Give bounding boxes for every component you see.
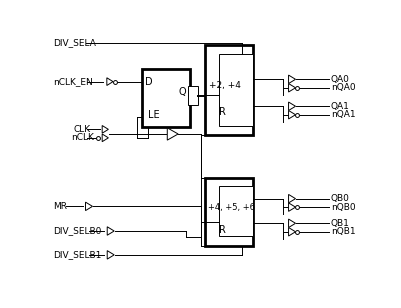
Polygon shape <box>288 194 295 203</box>
Text: R: R <box>219 107 225 117</box>
Polygon shape <box>167 128 178 140</box>
Text: MR: MR <box>53 202 67 211</box>
Text: +4, +5, +6: +4, +5, +6 <box>207 203 254 212</box>
Polygon shape <box>288 102 295 111</box>
Bar <box>188 86 197 105</box>
Polygon shape <box>107 251 114 259</box>
Text: Q: Q <box>178 87 186 97</box>
Text: nQB1: nQB1 <box>330 227 354 236</box>
Polygon shape <box>288 219 295 228</box>
Bar <box>205 178 253 246</box>
Text: DIV_SELB0: DIV_SELB0 <box>53 226 101 236</box>
Text: D: D <box>144 77 152 87</box>
Bar <box>141 69 189 127</box>
Text: QB1: QB1 <box>330 219 349 228</box>
Polygon shape <box>107 78 113 85</box>
Polygon shape <box>102 134 108 142</box>
Polygon shape <box>288 111 295 119</box>
Polygon shape <box>102 126 108 133</box>
Polygon shape <box>85 202 92 211</box>
Bar <box>219 186 253 237</box>
Text: nQB0: nQB0 <box>330 203 354 212</box>
Text: R: R <box>219 225 225 235</box>
Text: nCLK_EN: nCLK_EN <box>53 77 93 86</box>
Text: LE: LE <box>148 111 159 120</box>
Text: nCLK: nCLK <box>71 133 94 142</box>
Polygon shape <box>288 228 295 236</box>
Text: nQA0: nQA0 <box>330 83 354 92</box>
Text: QB0: QB0 <box>330 194 349 203</box>
Bar <box>205 45 253 135</box>
Bar <box>219 54 253 126</box>
Polygon shape <box>288 83 295 92</box>
Polygon shape <box>288 75 295 83</box>
Text: QA0: QA0 <box>330 75 349 84</box>
Text: CLK: CLK <box>73 125 90 134</box>
Polygon shape <box>107 227 114 235</box>
Polygon shape <box>288 203 295 211</box>
Text: +2, +4: +2, +4 <box>209 81 241 90</box>
Text: QA1: QA1 <box>330 102 349 111</box>
Text: nQA1: nQA1 <box>330 110 354 119</box>
Text: DIV_SELA: DIV_SELA <box>53 38 96 48</box>
Text: DIV_SELB1: DIV_SELB1 <box>53 250 101 259</box>
